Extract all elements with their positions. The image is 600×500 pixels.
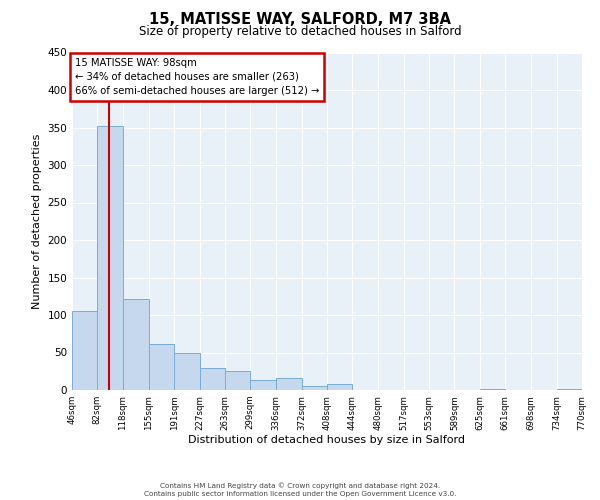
Bar: [302, 386, 327, 390]
Bar: [174, 353, 199, 390]
Bar: [276, 378, 302, 390]
Bar: [97, 126, 123, 390]
Bar: [149, 344, 174, 390]
Bar: [327, 384, 352, 390]
Bar: [557, 388, 582, 390]
Bar: [72, 311, 97, 390]
Bar: [480, 388, 505, 390]
X-axis label: Distribution of detached houses by size in Salford: Distribution of detached houses by size …: [188, 436, 466, 446]
Y-axis label: Number of detached properties: Number of detached properties: [32, 134, 42, 309]
Bar: [199, 368, 225, 390]
Bar: [250, 380, 276, 390]
Text: 15 MATISSE WAY: 98sqm
← 34% of detached houses are smaller (263)
66% of semi-det: 15 MATISSE WAY: 98sqm ← 34% of detached …: [75, 58, 319, 96]
Bar: [225, 370, 250, 390]
Bar: [123, 299, 149, 390]
Text: Size of property relative to detached houses in Salford: Size of property relative to detached ho…: [139, 25, 461, 38]
Text: Contains public sector information licensed under the Open Government Licence v3: Contains public sector information licen…: [144, 491, 456, 497]
Text: Contains HM Land Registry data © Crown copyright and database right 2024.: Contains HM Land Registry data © Crown c…: [160, 482, 440, 489]
Text: 15, MATISSE WAY, SALFORD, M7 3BA: 15, MATISSE WAY, SALFORD, M7 3BA: [149, 12, 451, 28]
